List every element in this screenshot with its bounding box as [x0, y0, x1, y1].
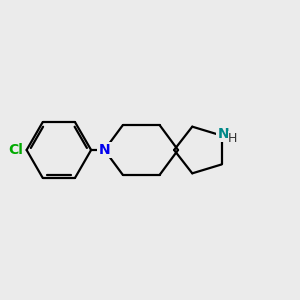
Text: N: N: [99, 143, 110, 157]
Text: N: N: [218, 127, 229, 141]
Text: H: H: [228, 132, 238, 145]
Text: Cl: Cl: [8, 143, 23, 157]
